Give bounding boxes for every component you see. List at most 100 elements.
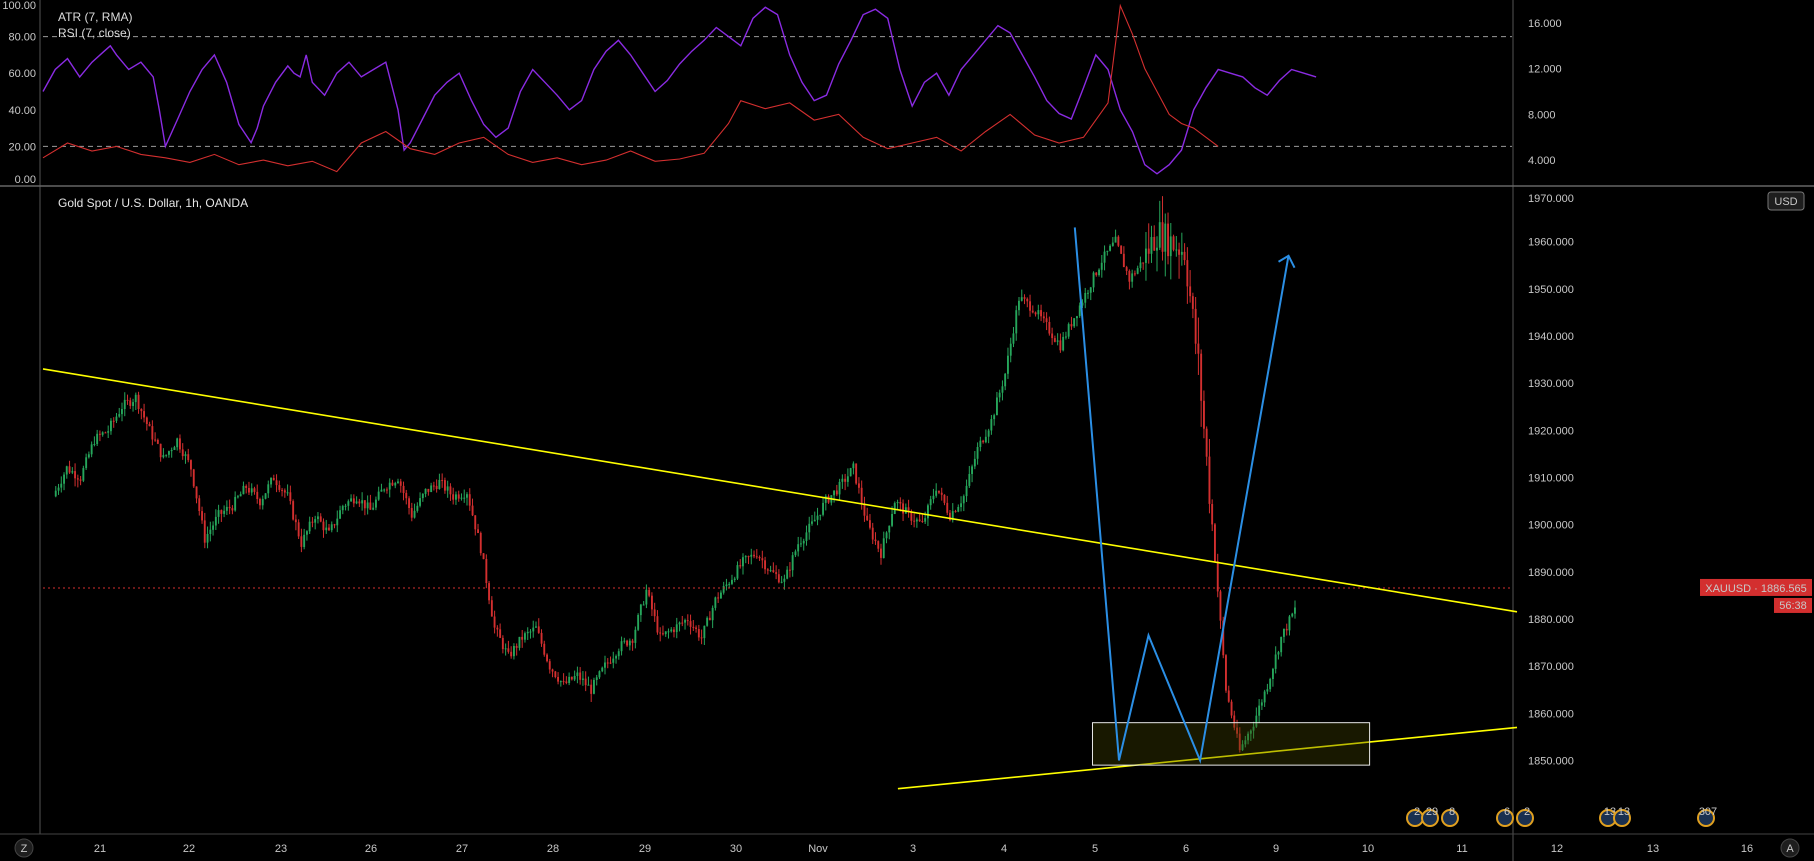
candle-down: [692, 626, 695, 628]
candle-down: [510, 651, 513, 657]
candle-up: [261, 498, 264, 506]
candle-down: [405, 492, 408, 499]
candle-down: [697, 629, 700, 638]
candle-up: [101, 432, 104, 435]
candle-up: [791, 555, 794, 571]
candle-down: [653, 609, 656, 617]
candle-down: [1070, 324, 1073, 327]
candle-down: [477, 529, 479, 533]
economic-event-count: 307: [1699, 806, 1717, 818]
candle-down: [902, 503, 904, 514]
candle-down: [758, 557, 761, 559]
candle-up: [212, 525, 214, 530]
candle-up: [769, 570, 772, 572]
candle-up: [1244, 740, 1247, 745]
candle-up: [968, 474, 971, 486]
candle-down: [739, 565, 742, 567]
lower-trendline[interactable]: [897, 726, 1518, 790]
candle-up: [214, 516, 217, 526]
candle-up: [568, 676, 571, 683]
candle-down: [1161, 222, 1164, 252]
candle-down: [187, 454, 190, 461]
candle-up: [794, 551, 797, 556]
candle-up: [1106, 250, 1109, 252]
candle-up: [1150, 237, 1153, 254]
candle-down: [789, 569, 791, 571]
candle-up: [314, 519, 317, 523]
candle-up: [742, 557, 744, 567]
candle-down: [1120, 245, 1123, 254]
candle-up: [446, 486, 449, 491]
candle-up: [325, 527, 328, 531]
candle-down: [220, 510, 223, 514]
candle-up: [54, 490, 57, 497]
candle-up: [532, 627, 535, 632]
demand-zone-box[interactable]: [1091, 722, 1371, 766]
candle-up: [1252, 726, 1255, 731]
candle-up: [250, 488, 253, 493]
candle-up: [518, 636, 521, 648]
candle-down: [259, 499, 261, 506]
candle-up: [1180, 251, 1183, 255]
candle-up: [377, 491, 380, 500]
scale-button-left[interactable]: [14, 838, 34, 858]
candle-up: [951, 511, 954, 521]
candle-up: [846, 476, 849, 482]
upper-trendline[interactable]: [42, 368, 1518, 613]
candle-down: [548, 661, 551, 670]
economic-event-count: 29: [1426, 806, 1438, 818]
price-axis-tick: 1870.000: [1528, 661, 1574, 673]
candle-down: [708, 617, 711, 621]
candle-down: [1200, 353, 1203, 401]
economic-event-icon[interactable]: [1613, 809, 1631, 827]
candle-down: [717, 597, 720, 599]
economic-event-icon[interactable]: [1516, 809, 1534, 827]
rsi-legend-label: RSI (7, close): [58, 26, 131, 40]
candle-down: [99, 433, 101, 435]
candle-down: [1134, 273, 1136, 275]
candle-down: [499, 629, 502, 638]
time-axis-tick: 21: [94, 843, 106, 855]
candle-up: [267, 484, 270, 494]
candle-up: [1131, 273, 1134, 282]
economic-event-icon[interactable]: [1496, 809, 1514, 827]
projection-path[interactable]: [1073, 227, 1290, 764]
economic-event-icon[interactable]: [1441, 809, 1459, 827]
candle-down: [910, 511, 913, 521]
candle-down: [1233, 715, 1236, 728]
time-axis-tick: 10: [1362, 843, 1374, 855]
candle-up: [559, 681, 562, 683]
economic-event-icon[interactable]: [1697, 809, 1715, 827]
candle-down: [1147, 248, 1150, 254]
candle-up: [833, 490, 835, 496]
candle-down: [686, 620, 689, 622]
candle-up: [239, 494, 242, 497]
candle-up: [1136, 268, 1139, 274]
candle-down: [1189, 286, 1192, 297]
economic-event-count: 13: [1604, 806, 1616, 818]
candle-up: [1277, 652, 1280, 655]
candle-down: [899, 502, 902, 504]
auto-scale-button[interactable]: [1780, 838, 1800, 858]
candle-up: [1266, 689, 1269, 692]
candle-up: [308, 521, 311, 532]
candle-up: [1056, 340, 1059, 342]
candle-down: [474, 515, 477, 530]
candle-up: [90, 444, 93, 455]
economic-event-count: 2: [1414, 806, 1420, 818]
atr-axis-tick: 16.000: [1528, 18, 1562, 30]
currency-badge[interactable]: [1767, 191, 1805, 211]
candle-up: [1280, 636, 1283, 653]
candle-up: [1037, 310, 1040, 315]
economic-event-icon[interactable]: [1421, 809, 1439, 827]
candle-down: [391, 482, 394, 486]
candle-down: [695, 627, 697, 629]
candle-up: [731, 579, 733, 584]
time-axis-tick: 11: [1456, 843, 1467, 855]
candle-up: [1073, 318, 1076, 327]
candle-down: [245, 485, 248, 488]
candle-down: [501, 637, 504, 650]
candle-down: [322, 521, 325, 531]
atr-axis-tick: 12.000: [1528, 64, 1562, 76]
